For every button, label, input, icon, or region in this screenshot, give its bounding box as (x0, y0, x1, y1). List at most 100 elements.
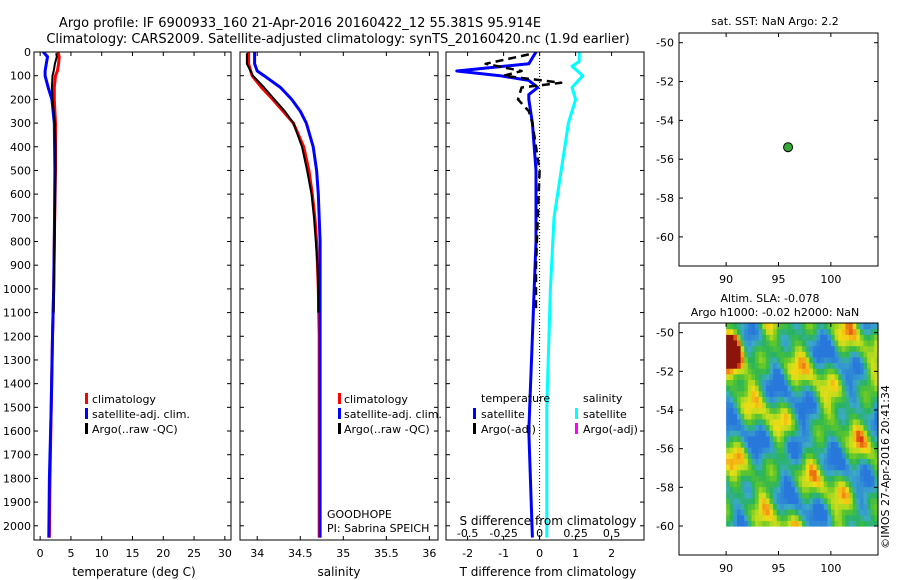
heatmap-cell (787, 362, 792, 369)
heatmap-cell (780, 407, 785, 414)
heatmap-cell (816, 345, 821, 352)
heatmap-cell (856, 503, 861, 510)
heatmap-cell (856, 407, 861, 414)
y-tick-label: 1900 (3, 496, 31, 509)
heatmap-cell (733, 407, 738, 414)
heatmap-cell (783, 390, 789, 397)
heatmap-cell (726, 401, 731, 409)
heatmap-cell (802, 334, 807, 341)
heatmap-cell (830, 339, 836, 347)
heatmap-cell (859, 328, 865, 335)
heatmap-cell (834, 323, 839, 330)
heatmap-cell (773, 390, 778, 397)
heatmap-cell (841, 351, 847, 358)
heatmap-cell (874, 345, 879, 352)
heatmap-cell (870, 463, 875, 471)
heatmap-cell (856, 396, 861, 403)
heatmap-cell (863, 379, 868, 386)
heatmap-cell (820, 503, 825, 510)
series-climatology (247, 52, 321, 538)
heatmap-cell (802, 396, 807, 403)
heatmap-cell (867, 447, 872, 454)
heatmap-cell (820, 447, 825, 454)
heatmap-cell (794, 435, 800, 443)
heatmap-cell (874, 362, 879, 369)
heatmap-cell (830, 469, 836, 476)
heatmap-cell (823, 373, 828, 380)
heatmap-cell (827, 418, 832, 426)
heatmap-cell (863, 334, 868, 341)
heatmap-cell (874, 463, 879, 471)
heatmap-cell (870, 424, 875, 431)
heatmap-cell (776, 492, 781, 499)
heatmap-cell (805, 497, 810, 505)
heatmap-cell (827, 339, 832, 347)
heatmap-cell (859, 339, 865, 347)
heatmap-cell (758, 424, 763, 431)
heatmap-cell (867, 452, 872, 459)
heatmap-cell (733, 514, 738, 521)
heatmap-cell (740, 334, 745, 341)
x-tick-label: 20 (156, 547, 170, 560)
heatmap-cell (874, 385, 879, 392)
heatmap-cell (747, 435, 753, 443)
heatmap-cell (812, 452, 818, 459)
heatmap-cell (791, 447, 796, 454)
heatmap-cell (751, 441, 756, 448)
heatmap-cell (769, 413, 774, 420)
heatmap-cell (729, 401, 734, 409)
heatmap-cell (805, 413, 810, 420)
heatmap-cell (726, 424, 731, 431)
heatmap-cell (809, 486, 814, 493)
heatmap-cell (820, 463, 825, 471)
y-tick-label: -60 (656, 231, 674, 244)
heatmap-cell (783, 345, 789, 352)
heatmap-cell (841, 458, 847, 465)
temperature-axes: 0100200300400500600700800900100011001200… (3, 46, 232, 560)
heatmap-cell (769, 339, 774, 347)
heatmap-cell (809, 345, 814, 352)
heatmap-cell (863, 356, 868, 364)
heatmap-cell (773, 480, 778, 488)
heatmap-cell (870, 492, 875, 499)
x-tick-label: 90 (719, 562, 733, 575)
heatmap-cell (751, 328, 756, 335)
heatmap-cell (776, 430, 781, 437)
heatmap-cell (823, 413, 828, 420)
heatmap-cell (852, 334, 857, 341)
heatmap-cell (791, 463, 796, 471)
heatmap-cell (870, 514, 875, 521)
heatmap-cell (802, 486, 807, 493)
heatmap-cell (776, 503, 781, 510)
heatmap-cell (827, 509, 832, 516)
heatmap-cell (867, 430, 872, 437)
heatmap-cell (726, 345, 731, 352)
heatmap-cell (820, 396, 825, 403)
heatmap-cell (780, 401, 785, 409)
heatmap-cell (751, 435, 756, 443)
heatmap-cell (780, 452, 785, 459)
heatmap-cell (834, 435, 839, 443)
heatmap-cell (802, 503, 807, 510)
heatmap-cell (874, 379, 879, 386)
heatmap-cell (791, 351, 796, 358)
heatmap-cell (773, 469, 778, 476)
heatmap-cell (755, 373, 760, 380)
heatmap-cell (794, 486, 800, 493)
heatmap-cell (856, 463, 861, 471)
heatmap-cell (744, 435, 749, 443)
heatmap-cell (776, 441, 781, 448)
heatmap-cell (798, 520, 803, 527)
heatmap-cell (747, 441, 753, 448)
x-tick-label: 100 (820, 273, 841, 286)
heatmap-cell (751, 362, 756, 369)
heatmap-cell (733, 435, 738, 443)
heatmap-cell (736, 418, 742, 426)
heatmap-cell (874, 447, 879, 454)
heatmap-cell (751, 424, 756, 431)
salinity-axes: 34 34.5 35 35.5 36 (240, 51, 438, 560)
heatmap-cell (852, 469, 857, 476)
heatmap-cell (729, 385, 734, 392)
heatmap-cell (863, 514, 868, 521)
heatmap-cell (874, 407, 879, 414)
